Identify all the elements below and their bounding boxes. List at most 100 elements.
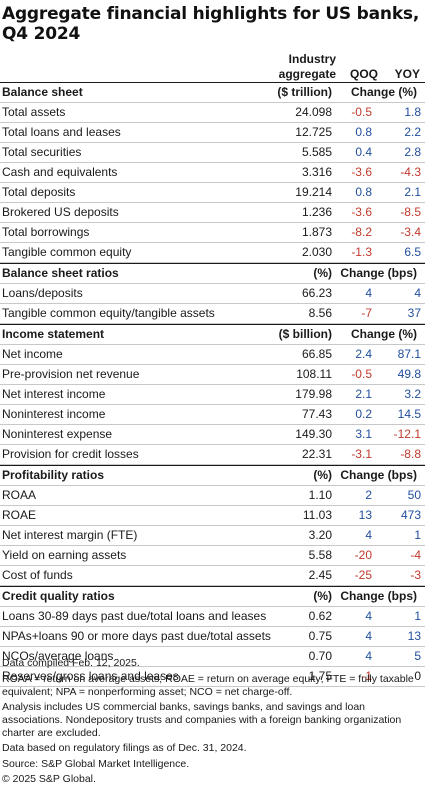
row-yoy: -4.3: [400, 165, 421, 179]
row-value: 0.70: [308, 649, 332, 663]
table-row: Noninterest income 77.43 0.2 14.5: [0, 405, 425, 425]
row-value: 1.75: [308, 669, 332, 683]
row-yoy: 2.1: [404, 185, 421, 199]
row-qoq: 13: [358, 508, 372, 522]
row-label: Noninterest income: [2, 407, 106, 421]
row-yoy: 87.1: [397, 347, 421, 361]
table-row: Net interest income 179.98 2.1 3.2: [0, 385, 425, 405]
row-value: 19.214: [295, 185, 332, 199]
table-body: Balance sheet ($ trillion) Change (%) Total…: [0, 82, 425, 687]
row-value: 1.10: [308, 488, 332, 502]
row-qoq: -7: [361, 306, 372, 320]
row-yoy: 3.2: [404, 387, 421, 401]
row-qoq: -3.6: [351, 165, 372, 179]
row-label: Net interest margin (FTE): [2, 528, 138, 542]
table-row: Net interest margin (FTE) 3.20 4 1: [0, 526, 425, 546]
footnote: Source: S&P Global Market Intelligence.: [2, 758, 190, 770]
section-unit: (%): [313, 589, 332, 603]
row-yoy: 1: [414, 528, 421, 542]
industry-header-line2: aggregate: [278, 67, 336, 81]
table-row: Total loans and leases 12.725 0.8 2.2: [0, 123, 425, 143]
table-row: Cost of funds 2.45 -25 -3: [0, 566, 425, 586]
row-yoy: 50: [407, 488, 421, 502]
section-unit: ($ trillion): [277, 85, 332, 99]
row-yoy: 14.5: [397, 407, 421, 421]
table-row: Tangible common equity/tangible assets 8.…: [0, 304, 425, 324]
row-value: 77.43: [301, 407, 332, 421]
row-label: Cash and equivalents: [2, 165, 118, 179]
row-qoq: -3.6: [351, 205, 372, 219]
row-yoy: -4: [410, 548, 421, 562]
row-label: Net income: [2, 347, 63, 361]
section-title: Balance sheet ratios: [2, 266, 119, 280]
footnote: © 2025 S&P Global.: [2, 773, 96, 785]
table-row: Loans 30-89 days past due/total loans an…: [0, 607, 425, 627]
row-label: Yield on earning assets: [2, 548, 127, 562]
section-change-label: Change (bps): [340, 468, 417, 482]
row-yoy: 1.8: [404, 105, 421, 119]
row-value: 66.85: [301, 347, 332, 361]
row-yoy: -3: [410, 568, 421, 582]
footnote: Data compiled Feb. 12, 2025.: [2, 657, 140, 669]
section-unit: (%): [313, 266, 332, 280]
row-value: 5.58: [308, 548, 332, 562]
row-value: 2.030: [301, 245, 332, 259]
row-label: ROAE: [2, 508, 37, 522]
row-qoq: -1: [361, 669, 372, 683]
industry-header-line1: Industry: [288, 52, 336, 66]
section-header: Credit quality ratios (%) Change (bps): [0, 586, 425, 607]
row-qoq: 0.4: [355, 145, 372, 159]
row-qoq: 3.1: [355, 427, 372, 441]
table-row: Noninterest expense 149.30 3.1 -12.1: [0, 425, 425, 445]
footnote: Data based on regulatory filings as of D…: [2, 742, 247, 754]
row-value: 5.585: [301, 145, 332, 159]
row-qoq: -0.5: [351, 367, 372, 381]
page-title: Aggregate financial highlights for US ba…: [2, 4, 420, 44]
section-title: Balance sheet: [2, 85, 83, 99]
row-label: Tangible common equity: [2, 245, 132, 259]
row-label: Tangible common equity/tangible assets: [2, 306, 215, 320]
table-row: Cash and equivalents 3.316 -3.6 -4.3: [0, 163, 425, 183]
row-label: Total loans and leases: [2, 125, 121, 139]
industry-aggregate-header: Industry aggregate: [270, 52, 336, 82]
row-yoy: -8.8: [400, 447, 421, 461]
row-yoy: 0: [414, 669, 421, 683]
row-label: NCOs/average loans: [2, 649, 114, 663]
row-qoq: -20: [354, 548, 372, 562]
row-value: 24.098: [295, 105, 332, 119]
section-change-label: Change (bps): [340, 589, 417, 603]
row-label: Total assets: [2, 105, 66, 119]
row-yoy: 49.8: [397, 367, 421, 381]
row-yoy: -12.1: [393, 427, 421, 441]
row-label: NPAs+loans 90 or more days past due/tota…: [2, 629, 271, 643]
row-value: 3.316: [301, 165, 332, 179]
section-unit: (%): [313, 468, 332, 482]
footnote: ROAA = return on average assets; ROAE = …: [2, 673, 414, 698]
row-yoy: 473: [400, 508, 421, 522]
row-yoy: 37: [407, 306, 421, 320]
row-qoq: 0.8: [355, 185, 372, 199]
section-title: Profitability ratios: [2, 468, 105, 482]
row-label: Total securities: [2, 145, 82, 159]
row-yoy: -3.4: [400, 225, 421, 239]
table-row: Yield on earning assets 5.58 -20 -4: [0, 546, 425, 566]
table-row: ROAA 1.10 2 50: [0, 486, 425, 506]
table-row: ROAE 11.03 13 473: [0, 506, 425, 526]
row-yoy: 4: [414, 286, 421, 300]
table-row: Total borrowings 1.873 -8.2 -3.4: [0, 223, 425, 243]
row-label: Loans/deposits: [2, 286, 83, 300]
row-qoq: -1.3: [351, 245, 372, 259]
row-label: Pre-provision net revenue: [2, 367, 140, 381]
row-qoq: 2.1: [355, 387, 372, 401]
table-row: Brokered US deposits 1.236 -3.6 -8.5: [0, 203, 425, 223]
section-header: Balance sheet ratios (%) Change (bps): [0, 263, 425, 284]
qoq-header: QOQ: [349, 67, 378, 81]
section-title: Income statement: [2, 327, 105, 341]
row-label: Brokered US deposits: [2, 205, 119, 219]
row-qoq: 4: [365, 629, 372, 643]
section-header: Income statement ($ billion) Change (%): [0, 324, 425, 345]
table-row: Pre-provision net revenue 108.11 -0.5 49.8: [0, 365, 425, 385]
row-value: 1.873: [301, 225, 332, 239]
row-qoq: -8.2: [351, 225, 372, 239]
row-yoy: 5: [414, 649, 421, 663]
